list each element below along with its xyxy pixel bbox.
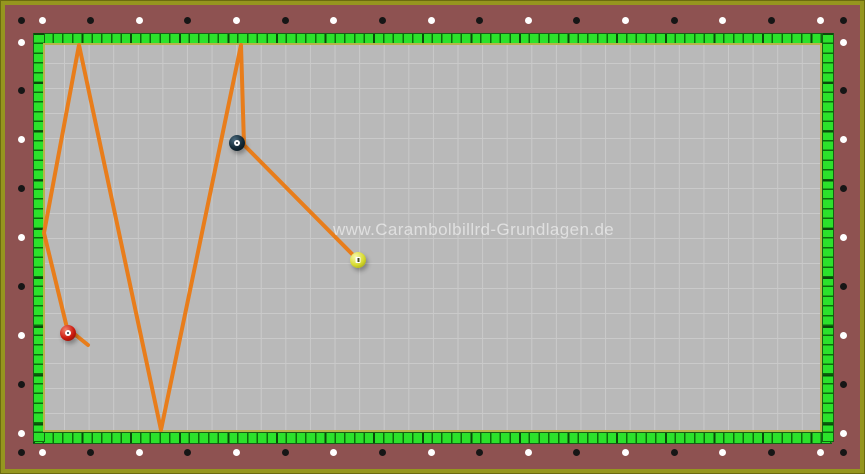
rail-marker-dot [427, 448, 435, 456]
rail-marker-dot [476, 16, 484, 24]
cue-ball-yellow[interactable] [350, 252, 366, 268]
rail-marker-dot [622, 448, 629, 456]
cue-ball-yellow-marking [355, 257, 361, 263]
rail-marker-dot [573, 448, 581, 456]
rail-marker-dot [38, 448, 46, 456]
rail-marker-dot [87, 448, 95, 456]
rail-marker-dot [17, 38, 25, 46]
rail-marker-dot [839, 16, 847, 24]
rail-marker-dot [839, 380, 847, 388]
rail-marker-dot [87, 16, 95, 24]
rail-marker-dot [839, 185, 847, 193]
rail-marker-dot [135, 16, 143, 24]
rail-marker-dot [670, 16, 678, 24]
rail-marker-dot [233, 448, 240, 456]
playing-surface [43, 43, 822, 432]
rail-marker-dot [38, 16, 46, 24]
rail-marker-dot [184, 448, 192, 456]
object-ball-black-marking [234, 140, 240, 146]
rail-marker-dot [184, 16, 192, 24]
rail-marker-dot [622, 16, 629, 24]
rail-marker-dot [17, 380, 25, 388]
rail-marker-dot [839, 87, 847, 95]
rail-marker-dot [17, 136, 25, 144]
rail-marker-dot [524, 448, 532, 456]
rail-marker-dot [17, 185, 25, 193]
rail-marker-dot [17, 282, 25, 290]
rail-marker-dot [17, 331, 25, 339]
watermark-url: www.Carambolbillrd-Grundlagen.de [333, 220, 615, 239]
cushion-right [822, 33, 834, 442]
rail-marker-dot [767, 448, 775, 456]
rail-marker-dot [839, 448, 847, 456]
rail-marker-dot [839, 429, 847, 437]
rail-marker-dot [17, 87, 25, 95]
object-ball-red-marking [65, 330, 71, 336]
rail-marker-dot [135, 448, 143, 456]
object-ball-red[interactable] [60, 325, 76, 341]
rail-marker-dot [281, 16, 289, 24]
rail-marker-dot [17, 16, 25, 24]
rail-marker-dot [524, 16, 532, 24]
rail-marker-dot [281, 448, 289, 456]
rail-marker-dot [330, 448, 338, 456]
rail-marker-dot [330, 16, 338, 24]
rail-marker-dot [839, 234, 847, 241]
rail-marker-dot [816, 16, 824, 24]
rail-marker-dot [767, 16, 775, 24]
rail-marker-dot [378, 16, 386, 24]
rail-marker-dot [476, 448, 484, 456]
rail-marker-dot [816, 448, 824, 456]
rail-marker-dot [17, 429, 25, 437]
rail-marker-dot [719, 16, 727, 24]
rail-marker-dot [670, 448, 678, 456]
rail-marker-dot [17, 234, 25, 241]
object-ball-black[interactable] [229, 135, 245, 151]
rail-marker-dot [719, 448, 727, 456]
rail-marker-dot [427, 16, 435, 24]
rail-marker-dot [839, 136, 847, 144]
trajectory-line [42, 43, 360, 432]
rail-marker-dot [233, 16, 240, 24]
cushion-bottom [33, 432, 832, 444]
rail-marker-dot [839, 38, 847, 46]
rail-marker-dot [378, 448, 386, 456]
rail-marker-dot [839, 331, 847, 339]
rail-marker-dot [17, 448, 25, 456]
rail-marker-dot [839, 282, 847, 290]
rail-marker-dot [573, 16, 581, 24]
